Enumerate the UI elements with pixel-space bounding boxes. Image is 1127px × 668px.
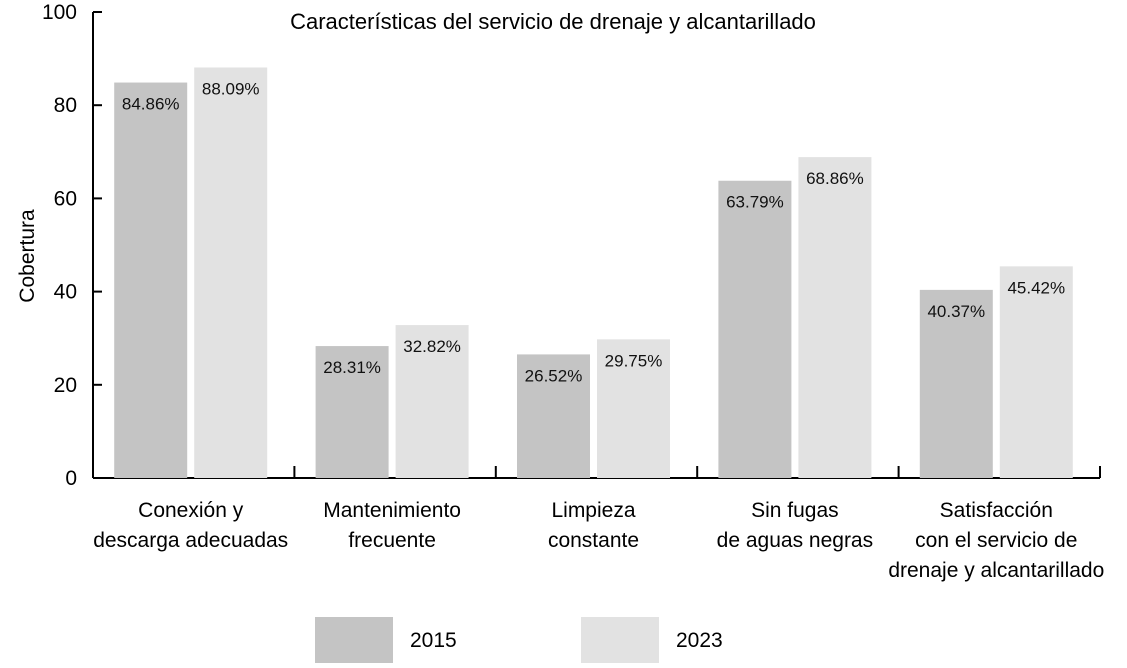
- x-category-label: de aguas negras: [717, 529, 873, 552]
- data-label-2015-2: 28.31%: [323, 358, 381, 377]
- bar-2023-3: [597, 339, 670, 478]
- data-label-2015-3: 26.52%: [525, 366, 583, 385]
- bar-2015-1: [114, 82, 188, 478]
- legend-swatch-2015: [315, 617, 393, 663]
- x-category-label: Sin fugas: [751, 499, 839, 522]
- data-label-2023-1: 88.09%: [202, 80, 260, 99]
- x-category-label: frecuente: [348, 529, 436, 552]
- data-label-2023-2: 32.82%: [403, 337, 461, 356]
- legend-label-2015: 2015: [410, 629, 457, 652]
- data-label-2015-1: 84.86%: [122, 95, 180, 114]
- y-axis-label: Cobertura: [16, 209, 39, 303]
- data-label-2023-4: 68.86%: [806, 169, 864, 188]
- bar-2023-5: [999, 266, 1073, 478]
- y-tick-label: 0: [65, 467, 77, 490]
- chart-title: Características del servicio de drenaje …: [290, 9, 816, 34]
- x-category-label: Limpieza: [551, 499, 635, 522]
- x-category-label: Satisfacción: [940, 499, 1053, 522]
- data-label-2023-5: 45.42%: [1007, 278, 1065, 297]
- bar-2015-5: [919, 289, 993, 478]
- bar-2023-1: [194, 67, 268, 478]
- bar-2015-4: [718, 180, 792, 479]
- bar-2015-3: [517, 354, 590, 478]
- x-category-label: constante: [548, 529, 639, 552]
- data-label-2023-3: 29.75%: [605, 351, 663, 370]
- data-label-2015-5: 40.37%: [927, 302, 985, 321]
- y-tick-label: 40: [54, 281, 77, 304]
- data-label-2015-4: 63.79%: [726, 193, 784, 212]
- legend: 2015 2023: [315, 617, 723, 663]
- y-tick-label: 20: [54, 374, 77, 397]
- data-labels-group: 84.86% 88.09% Conexión y descarga adecuadas…: [93, 80, 1104, 582]
- x-category-label: Conexión y: [138, 499, 244, 522]
- x-category-label: drenaje y alcantarillado: [888, 559, 1104, 582]
- x-category-label: descarga adecuadas: [93, 529, 288, 552]
- x-category-label: Mantenimiento: [323, 499, 461, 522]
- legend-label-2023: 2023: [676, 629, 723, 652]
- y-tick-label: 80: [54, 94, 77, 117]
- bar-2015-2: [315, 346, 389, 478]
- bars-group: [114, 67, 1073, 479]
- legend-swatch-2023: [581, 617, 659, 663]
- bar-2023-4: [798, 157, 872, 478]
- bar-2023-2: [395, 325, 469, 478]
- y-tick-label: 60: [54, 187, 77, 210]
- x-category-label: con el servicio de: [915, 529, 1077, 552]
- y-tick-label: 100: [42, 1, 77, 24]
